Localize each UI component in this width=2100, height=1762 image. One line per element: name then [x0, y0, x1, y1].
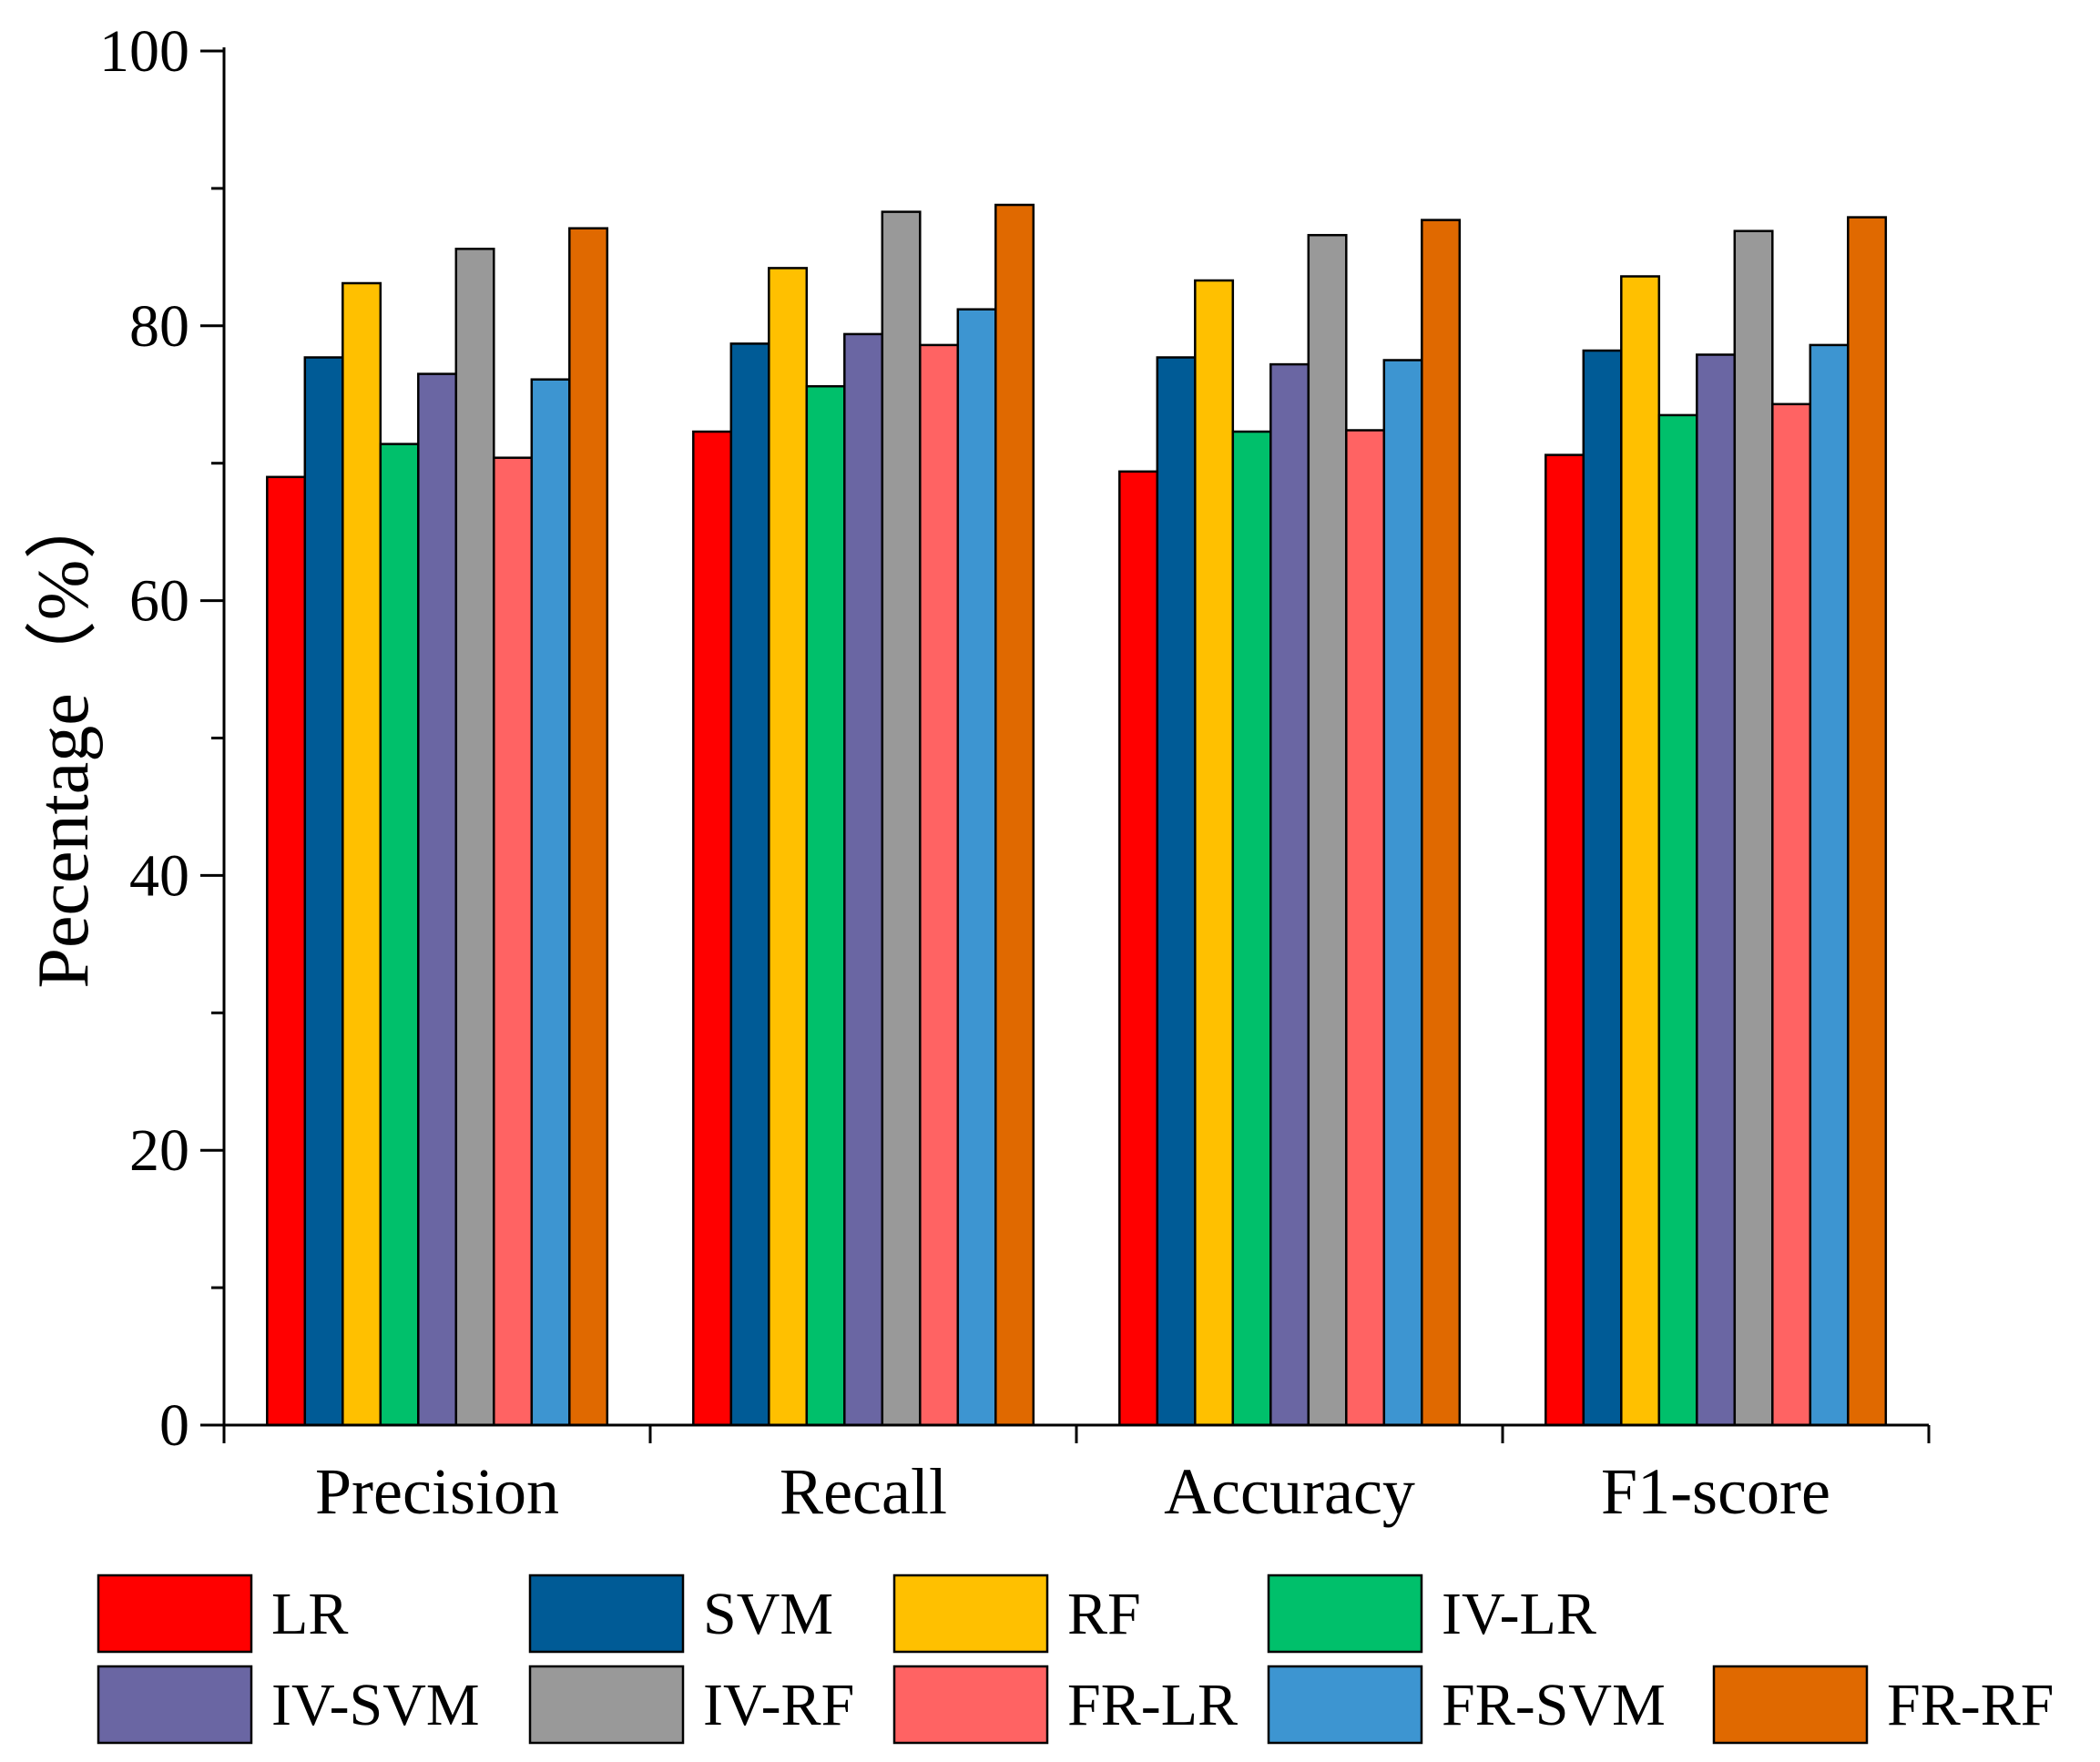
x-tick-label: Recall — [780, 1455, 947, 1528]
y-tick-label: 100 — [99, 18, 189, 85]
legend-swatch-fr-lr — [892, 1665, 1049, 1745]
bar-iv-svm-precision — [417, 372, 458, 1427]
legend-label-iv-svm: IV-SVM — [271, 1672, 480, 1738]
bar-lr-precision — [266, 475, 307, 1427]
legend: LR SVM RF IV-LR IV-SVM IV-RF FR-LR FR-SVM FR-RF — [97, 1574, 2054, 1745]
x-tick-label: Precision — [315, 1455, 559, 1528]
legend-label-lr: LR — [271, 1581, 348, 1647]
y-tick-label: 20 — [129, 1117, 189, 1184]
y-tick-label: 60 — [129, 568, 189, 635]
bar-svm-accuracy — [1156, 356, 1197, 1427]
x-axis: Precision Recall Accuracy F1-score — [222, 1423, 1931, 1528]
legend-swatch-iv-lr — [1267, 1574, 1423, 1654]
bar-rf-recall — [768, 267, 809, 1427]
legend-swatch-rf — [892, 1574, 1049, 1654]
bar-iv-svm-f1-score — [1696, 353, 1737, 1427]
y-tick-label: 0 — [159, 1392, 189, 1459]
x-tick-label: F1-score — [1601, 1455, 1830, 1528]
bar-fr-svm-precision — [530, 378, 571, 1427]
bar-iv-rf-accuracy — [1307, 233, 1348, 1427]
y-tick-label: 40 — [129, 842, 189, 909]
bar-fr-svm-f1-score — [1809, 343, 1850, 1427]
legend-swatch-svm — [528, 1574, 685, 1654]
bar-iv-rf-f1-score — [1733, 229, 1774, 1427]
legend-swatch-lr — [97, 1574, 253, 1654]
x-tick-label: Accuracy — [1164, 1455, 1415, 1528]
bar-lr-accuracy — [1118, 470, 1159, 1427]
y-axis-title: Pecentage（%） — [24, 487, 104, 989]
y-axis: 0 20 40 60 80 100 — [99, 18, 226, 1459]
bar-fr-lr-accuracy — [1345, 429, 1386, 1427]
bar-iv-rf-precision — [454, 248, 495, 1427]
bar-fr-rf-f1-score — [1847, 216, 1888, 1427]
bar-lr-f1-score — [1544, 453, 1585, 1427]
bar-iv-lr-precision — [379, 443, 420, 1427]
bar-svm-f1-score — [1582, 349, 1623, 1427]
bar-svm-precision — [303, 356, 344, 1427]
bar-fr-rf-precision — [568, 227, 609, 1427]
bar-iv-rf-recall — [881, 210, 922, 1427]
y-tick-label: 80 — [129, 293, 189, 360]
legend-label-rf: RF — [1067, 1581, 1141, 1647]
legend-label-fr-svm: FR-SVM — [1442, 1672, 1666, 1738]
bar-iv-lr-accuracy — [1231, 430, 1272, 1427]
bar-rf-accuracy — [1194, 279, 1235, 1427]
bar-fr-svm-recall — [956, 308, 997, 1427]
legend-swatch-fr-svm — [1267, 1665, 1423, 1745]
bar-fr-svm-accuracy — [1382, 359, 1423, 1427]
legend-label-iv-rf: IV-RF — [703, 1672, 854, 1738]
bar-iv-lr-recall — [805, 384, 846, 1427]
legend-label-fr-lr: FR-LR — [1067, 1672, 1238, 1738]
legend-swatch-iv-svm — [97, 1665, 253, 1745]
bar-rf-f1-score — [1620, 275, 1661, 1427]
bar-fr-lr-precision — [493, 456, 534, 1427]
bar-lr-recall — [692, 430, 733, 1427]
legend-label-svm: SVM — [703, 1581, 833, 1647]
bar-svm-recall — [729, 342, 770, 1427]
bar-fr-rf-accuracy — [1421, 219, 1462, 1427]
legend-swatch-iv-rf — [528, 1665, 685, 1745]
plot-area — [266, 203, 1888, 1427]
legend-swatch-fr-rf — [1712, 1665, 1869, 1745]
bar-fr-lr-f1-score — [1771, 402, 1812, 1427]
bar-iv-lr-f1-score — [1657, 413, 1698, 1427]
bar-fr-lr-recall — [919, 343, 960, 1427]
legend-label-iv-lr: IV-LR — [1442, 1581, 1596, 1647]
bar-iv-svm-recall — [843, 332, 884, 1427]
bar-fr-rf-recall — [994, 203, 1035, 1427]
bar-rf-precision — [342, 281, 382, 1427]
legend-label-fr-rf: FR-RF — [1887, 1672, 2054, 1738]
bar-iv-svm-accuracy — [1269, 362, 1310, 1427]
